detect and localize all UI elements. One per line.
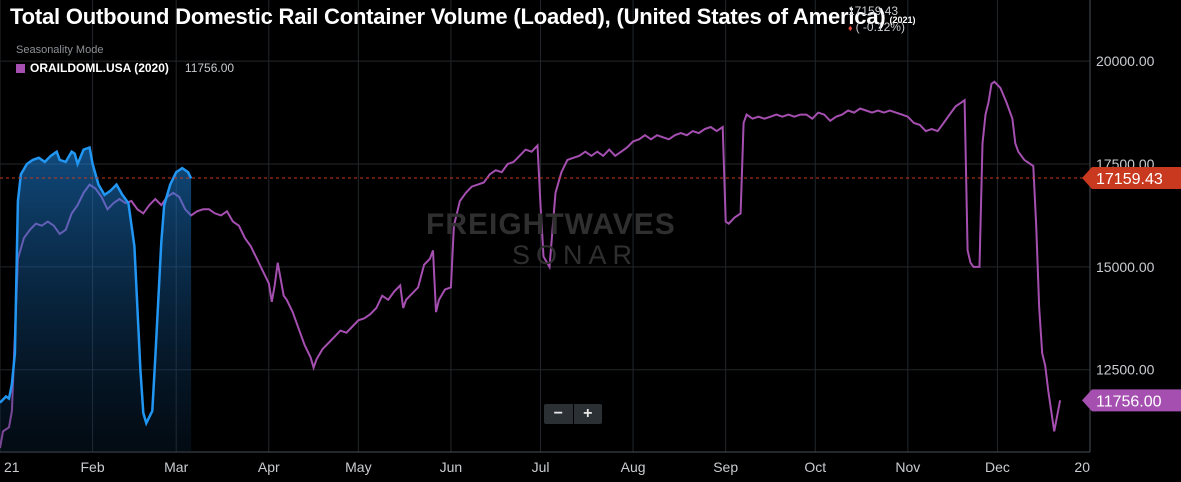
x-tick-label: Nov bbox=[895, 459, 920, 475]
x-tick-label: May bbox=[345, 459, 371, 475]
down-triangle-icon: ♦ bbox=[848, 23, 853, 33]
chart-title-row: Total Outbound Domestic Rail Container V… bbox=[10, 4, 916, 30]
legend-swatch bbox=[16, 63, 25, 73]
legend-item[interactable]: ORAILDOML.USA (2020) 11756.00 bbox=[16, 61, 234, 75]
current-value-tag-bg bbox=[1082, 167, 1181, 190]
value-tags: 17159.43 11756.00 bbox=[1082, 167, 1181, 412]
current-value: 17159.43 bbox=[848, 4, 899, 18]
series-2020-end-tag-bg bbox=[1082, 389, 1181, 412]
x-tick-label: 20 bbox=[1074, 459, 1090, 475]
series-area-2021 bbox=[0, 147, 192, 452]
current-value-tag-label: 17159.43 bbox=[1096, 171, 1163, 188]
series-2020-end-tag-label: 11756.00 bbox=[1096, 393, 1162, 410]
x-tick-label: Jun bbox=[440, 459, 463, 475]
x-tick-label: Aug bbox=[621, 459, 646, 475]
x-tick-label: Jul bbox=[532, 459, 550, 475]
x-tick-label: Feb bbox=[81, 459, 105, 475]
y-tick-label: 12500.00 bbox=[1096, 362, 1155, 378]
change-value: ♦( -0.12%) bbox=[848, 20, 905, 34]
chart-title: Total Outbound Domestic Rail Container V… bbox=[10, 4, 886, 29]
zoom-control: − + bbox=[544, 404, 602, 424]
seasonality-mode-label: Seasonality Mode bbox=[16, 44, 104, 56]
x-tick-label: Oct bbox=[804, 459, 826, 475]
watermark-freightwaves: FREIGHTWAVES bbox=[426, 208, 676, 241]
watermark-sonar: SONAR bbox=[512, 240, 639, 270]
legend-series-label: ORAILDOML.USA (2020) bbox=[30, 61, 169, 75]
x-tick-label: Sep bbox=[713, 459, 738, 475]
y-tick-label: 15000.00 bbox=[1096, 259, 1155, 275]
series-line-2021 bbox=[0, 145, 193, 427]
y-tick-label: 20000.00 bbox=[1096, 53, 1155, 69]
zoom-in-button[interactable]: + bbox=[583, 405, 593, 422]
change-text: ( -0.12%) bbox=[855, 20, 905, 34]
x-tick-label: 21 bbox=[4, 459, 20, 475]
x-tick-label: Apr bbox=[258, 459, 280, 475]
x-axis-ticks: 21 Feb Mar Apr May Jun Jul Aug Sep Oct Nov Dec 20 bbox=[4, 459, 1090, 475]
x-tick-label: Dec bbox=[985, 459, 1010, 475]
title-year: (2021) bbox=[889, 14, 916, 25]
series-layer bbox=[0, 80, 1062, 452]
zoom-out-button[interactable]: − bbox=[544, 404, 574, 424]
x-tick-label: Mar bbox=[164, 459, 188, 475]
legend-series-value: 11756.00 bbox=[184, 61, 235, 75]
